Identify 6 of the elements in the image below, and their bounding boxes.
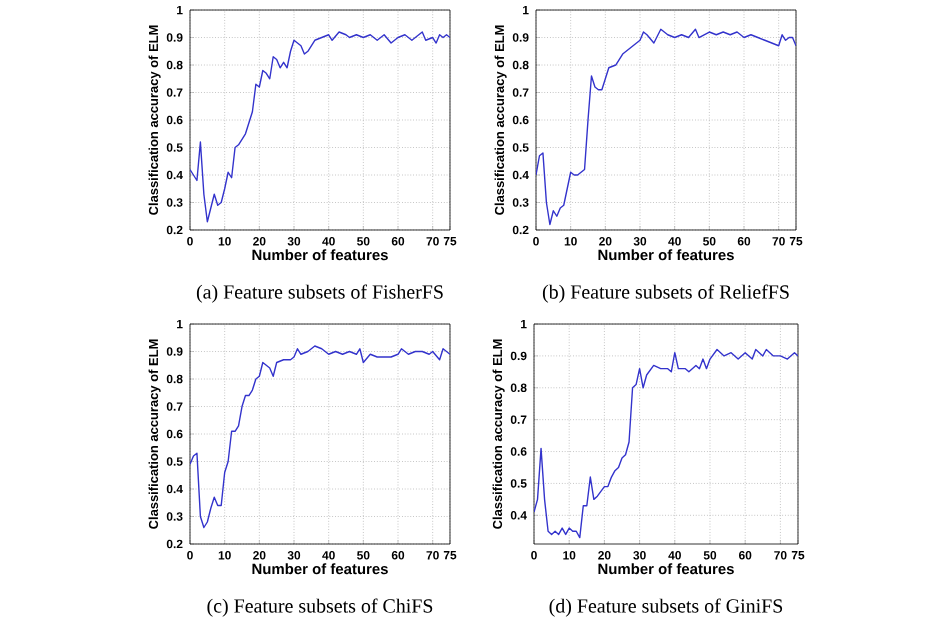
text: (a) Feature subsets of FisherFS — [196, 284, 443, 303]
text: (d) Feature subsets of GiniFS — [549, 598, 783, 617]
line-series — [534, 348, 798, 539]
line-series — [536, 28, 797, 226]
text: (c) Feature subsets of ChiFS — [207, 598, 433, 617]
text: (b) Feature subsets of ReliefFS — [542, 284, 789, 303]
